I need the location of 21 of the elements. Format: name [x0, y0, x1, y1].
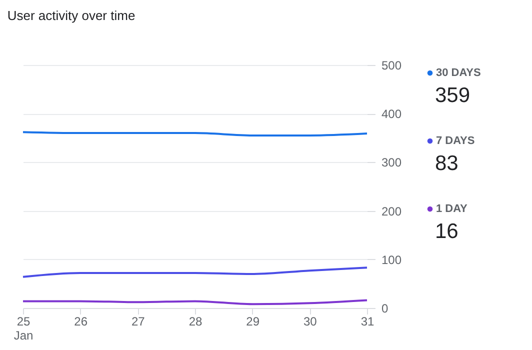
x-tick-label: 28	[188, 314, 202, 328]
y-tick-label: 200	[382, 204, 402, 218]
line-series	[22, 266, 368, 278]
x-tick-label: 26	[74, 314, 88, 328]
x-tick-label: 27	[131, 314, 146, 328]
y-tick-label: 500	[382, 58, 402, 72]
y-tick-label: 400	[382, 107, 402, 122]
y-tick-label: 0	[382, 302, 388, 316]
chart-title: User activity over time	[7, 8, 136, 23]
x-tick-label: 30	[303, 314, 318, 328]
y-tick-label: 300	[382, 156, 402, 170]
legend-label: 1 DAY	[436, 203, 468, 215]
legend-label: 7 DAYS	[436, 135, 475, 147]
x-tick-label: 29	[246, 314, 260, 328]
x-tick-label: 25 Jan	[14, 314, 34, 342]
text: 83	[435, 152, 458, 175]
y-tick-label: 100	[382, 252, 402, 267]
text: 16	[435, 220, 458, 243]
x-tick-label: 31	[360, 314, 374, 328]
text: 359	[435, 84, 470, 107]
legend-label: 30 DAYS	[436, 67, 481, 79]
